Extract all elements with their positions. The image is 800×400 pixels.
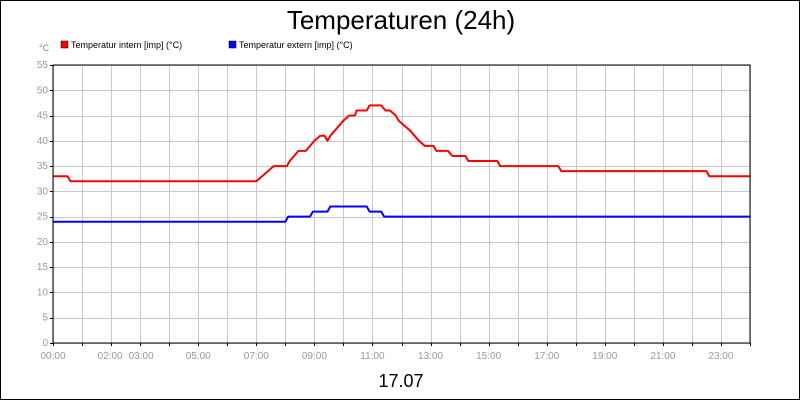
y-axis-unit-label: °C bbox=[39, 43, 50, 53]
x-tick-label: 21:00 bbox=[650, 351, 675, 362]
x-tick-label: 19:00 bbox=[592, 351, 617, 362]
x-tick-label: 15:00 bbox=[476, 351, 501, 362]
x-axis-ticks: 00:00 02:00 03:00 05:00 07:00 09:00 11:00 13:00… bbox=[40, 343, 751, 362]
y-tick-label: 35 bbox=[37, 161, 49, 172]
x-tick-label: 05:00 bbox=[186, 351, 211, 362]
series-line-intern bbox=[53, 104, 750, 183]
legend-label: Temperatur intern [imp] (°C) bbox=[71, 40, 182, 50]
series-line-extern bbox=[53, 205, 750, 223]
legend-swatch bbox=[60, 40, 69, 49]
y-tick-label: 30 bbox=[37, 186, 49, 197]
legend: Temperatur intern [imp] (°C) Temperatur e… bbox=[60, 40, 353, 50]
y-tick-label: 40 bbox=[37, 136, 49, 147]
y-tick-label: 10 bbox=[37, 287, 49, 298]
x-tick-label: 02:00 bbox=[98, 351, 123, 362]
chart-title: Temperaturen (24h) bbox=[287, 5, 515, 35]
x-tick-label: 17:00 bbox=[534, 351, 559, 362]
y-tick-label: 15 bbox=[37, 262, 49, 273]
y-axis-ticks: 0 5 10 15 20 25 30 35 40 45 50 55 bbox=[37, 60, 53, 349]
x-tick-label: 03:00 bbox=[129, 351, 154, 362]
x-tick-label: 09:00 bbox=[302, 351, 327, 362]
legend-swatch bbox=[228, 40, 237, 49]
y-tick-label: 5 bbox=[42, 313, 48, 324]
y-tick-label: 55 bbox=[37, 60, 49, 71]
y-tick-label: 0 bbox=[42, 338, 48, 349]
grid-lines bbox=[53, 65, 751, 344]
x-tick-label: 11:00 bbox=[360, 351, 385, 362]
series-lines bbox=[53, 104, 750, 223]
y-tick-label: 20 bbox=[37, 237, 49, 248]
legend-label: Temperatur extern [imp] (°C) bbox=[239, 40, 353, 50]
y-tick-label: 45 bbox=[37, 111, 49, 122]
x-tick-label: 23:00 bbox=[708, 351, 733, 362]
x-tick-label: 13:00 bbox=[418, 351, 443, 362]
x-tick-label: 07:00 bbox=[244, 351, 269, 362]
x-axis-date-label: 17.07 bbox=[378, 371, 423, 391]
x-tick-label: 00:00 bbox=[40, 351, 65, 362]
y-tick-label: 50 bbox=[37, 85, 49, 96]
y-tick-label: 25 bbox=[37, 212, 49, 223]
plot-area-border bbox=[52, 64, 751, 344]
